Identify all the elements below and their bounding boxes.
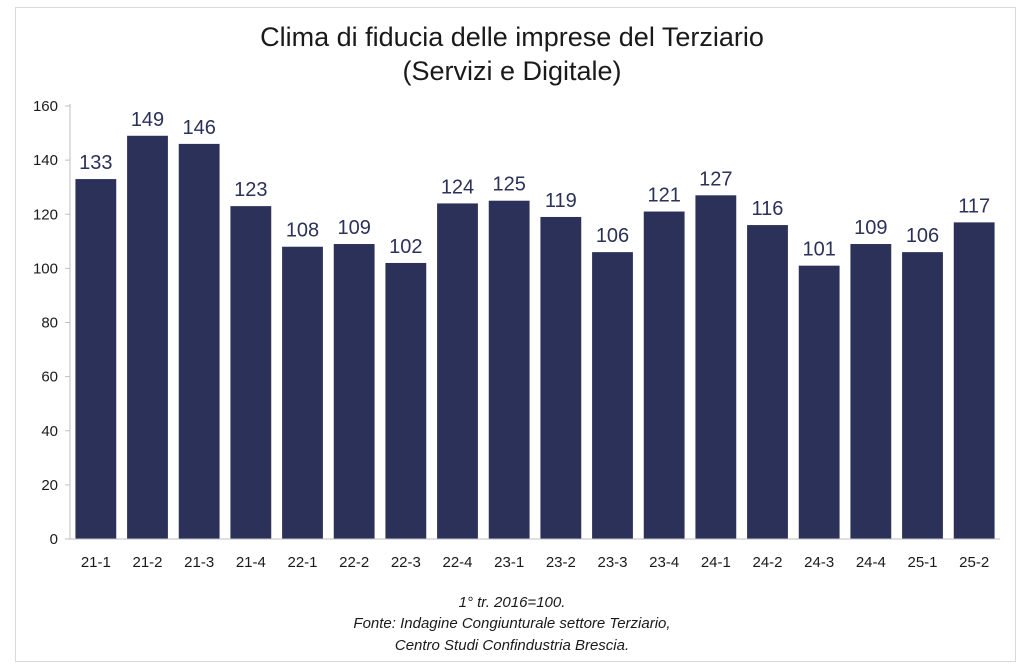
footnote-base: 1° tr. 2016=100. bbox=[458, 594, 566, 611]
y-tick-label: 160 bbox=[33, 98, 58, 115]
bar bbox=[333, 244, 375, 540]
bar bbox=[385, 262, 427, 539]
y-tick-label: 20 bbox=[41, 477, 58, 494]
bar bbox=[178, 143, 220, 539]
bar bbox=[953, 222, 995, 539]
x-tick-label: 22-4 bbox=[442, 554, 472, 571]
y-tick-label: 80 bbox=[41, 315, 58, 332]
y-tick-label: 60 bbox=[41, 369, 58, 386]
x-tick-label: 21-3 bbox=[184, 554, 214, 571]
bar bbox=[902, 252, 943, 539]
bar bbox=[437, 203, 478, 540]
data-label: 116 bbox=[752, 198, 784, 220]
y-tick-label: 0 bbox=[50, 531, 58, 548]
data-label: 109 bbox=[854, 217, 887, 239]
x-tick-label: 25-2 bbox=[959, 554, 989, 571]
data-label: 106 bbox=[596, 225, 629, 247]
data-label: 125 bbox=[492, 174, 525, 196]
y-tick-label: 100 bbox=[33, 260, 58, 277]
x-tick-label: 22-1 bbox=[287, 554, 317, 571]
bar bbox=[127, 135, 168, 540]
x-tick-label: 22-3 bbox=[391, 554, 421, 571]
bar bbox=[643, 211, 685, 539]
x-tick-label: 23-4 bbox=[649, 554, 679, 571]
bar bbox=[592, 252, 633, 539]
data-label: 109 bbox=[337, 217, 370, 239]
footnote-source: Fonte: Indagine Congiunturale settore Te… bbox=[353, 615, 671, 632]
bar bbox=[230, 206, 272, 539]
y-tick-label: 140 bbox=[33, 152, 58, 169]
x-tick-label: 21-1 bbox=[81, 554, 111, 571]
data-labels: 133 149 146 123 108 109 102 124 125 119 106 121 127 1… bbox=[79, 109, 990, 261]
x-tick-label: 22-2 bbox=[339, 554, 369, 571]
bar bbox=[850, 244, 892, 540]
data-label: 146 bbox=[182, 117, 215, 139]
bar bbox=[282, 246, 323, 539]
data-label: 127 bbox=[699, 168, 732, 190]
data-label: 106 bbox=[906, 225, 939, 247]
x-tick-label: 21-4 bbox=[236, 554, 266, 571]
x-axis: 21-1 21-2 21-3 21-4 22-1 22-2 22-3 22-4 23-1 23-2… bbox=[70, 538, 1000, 571]
x-tick-label: 24-1 bbox=[701, 554, 731, 571]
bar bbox=[747, 225, 788, 539]
x-tick-label: 24-3 bbox=[804, 554, 834, 571]
x-tick-label: 24-2 bbox=[752, 554, 782, 571]
footnote-source-org: Centro Studi Confindustria Brescia. bbox=[394, 637, 630, 654]
data-label: 108 bbox=[286, 220, 319, 242]
x-tick-label: 23-2 bbox=[546, 554, 576, 571]
bar bbox=[75, 179, 117, 539]
data-label: 119 bbox=[545, 190, 577, 212]
bar bbox=[798, 265, 840, 539]
data-label: 121 bbox=[647, 185, 680, 207]
x-tick-label: 23-3 bbox=[597, 554, 627, 571]
data-label: 123 bbox=[234, 179, 267, 201]
bar bbox=[695, 195, 737, 539]
bar bbox=[488, 200, 530, 539]
x-tick-label: 24-4 bbox=[856, 554, 886, 571]
data-label: 102 bbox=[389, 236, 422, 258]
data-label: 124 bbox=[441, 176, 474, 198]
data-label: 117 bbox=[958, 195, 990, 217]
data-label: 133 bbox=[79, 152, 112, 174]
bar bbox=[540, 216, 582, 540]
y-tick-label: 120 bbox=[33, 206, 58, 223]
y-tick-label: 40 bbox=[41, 423, 58, 440]
y-axis: 0 20 40 60 80 100 120 140 160 bbox=[33, 98, 71, 548]
data-label: 101 bbox=[802, 239, 835, 261]
x-tick-label: 23-1 bbox=[494, 554, 524, 571]
data-label: 149 bbox=[131, 109, 164, 131]
x-tick-label: 25-1 bbox=[907, 554, 937, 571]
bars bbox=[75, 135, 995, 540]
chart-subtitle: (Servizi e Digitale) bbox=[402, 56, 622, 86]
x-tick-label: 21-2 bbox=[132, 554, 162, 571]
chart-title: Clima di fiducia delle imprese del Terzi… bbox=[260, 22, 764, 52]
